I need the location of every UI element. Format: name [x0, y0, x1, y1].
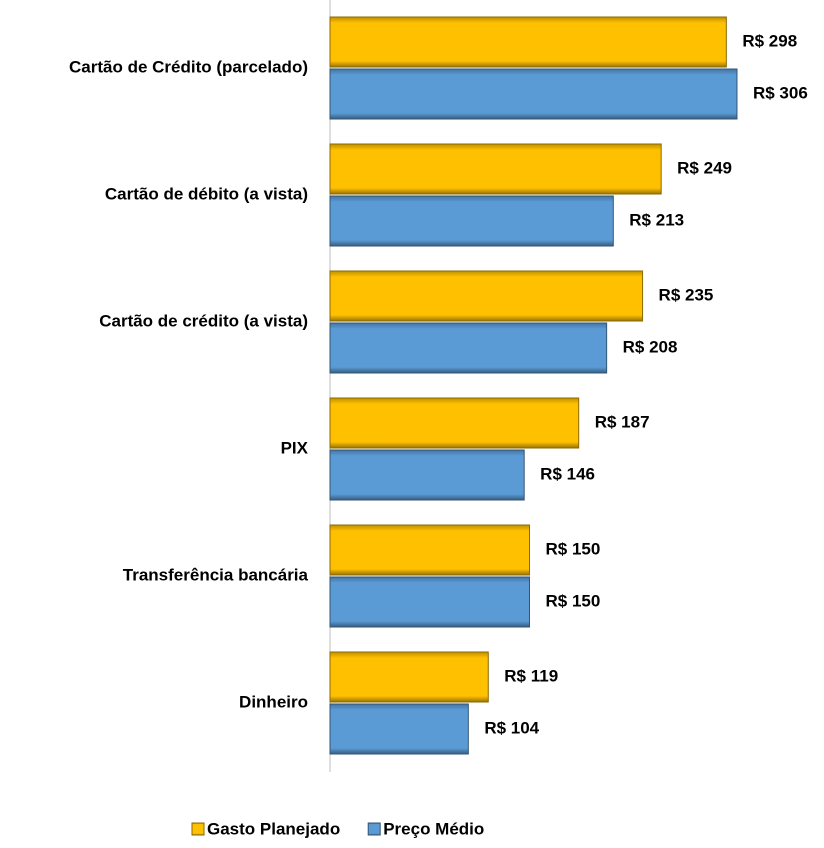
data-label: R$ 146 [540, 464, 595, 483]
data-label: R$ 235 [659, 285, 714, 304]
data-label: R$ 187 [595, 412, 650, 431]
bar [329, 143, 662, 195]
y-tick-label: Cartão de débito (a vista) [105, 184, 308, 203]
bar [329, 195, 614, 247]
data-label: R$ 298 [742, 31, 797, 50]
legend-label: Preço Médio [383, 819, 484, 838]
y-tick-label: Transferência bancária [123, 565, 309, 584]
y-tick-label: Cartão de Crédito (parcelado) [69, 57, 308, 76]
data-label: R$ 249 [677, 158, 732, 177]
legend-swatch [367, 822, 381, 836]
data-label: R$ 208 [623, 337, 678, 356]
bar [329, 651, 489, 703]
bar [329, 524, 530, 576]
data-label: R$ 306 [753, 83, 808, 102]
y-tick-label: PIX [281, 438, 309, 457]
data-label: R$ 119 [504, 666, 558, 685]
data-label: R$ 150 [546, 539, 601, 558]
bar [329, 68, 738, 120]
data-label: R$ 213 [629, 210, 684, 229]
bar [329, 449, 525, 501]
bar [329, 270, 644, 322]
bar [329, 397, 580, 449]
data-label: R$ 104 [484, 718, 539, 737]
bar [329, 576, 530, 628]
y-tick-label: Dinheiro [239, 692, 308, 711]
y-tick-label: Cartão de crédito (a vista) [99, 311, 308, 330]
bar [329, 703, 469, 755]
bar [329, 322, 608, 374]
bar [329, 16, 727, 68]
legend-label: Gasto Planejado [207, 819, 340, 838]
legend-swatch [191, 822, 205, 836]
data-label: R$ 150 [546, 591, 601, 610]
